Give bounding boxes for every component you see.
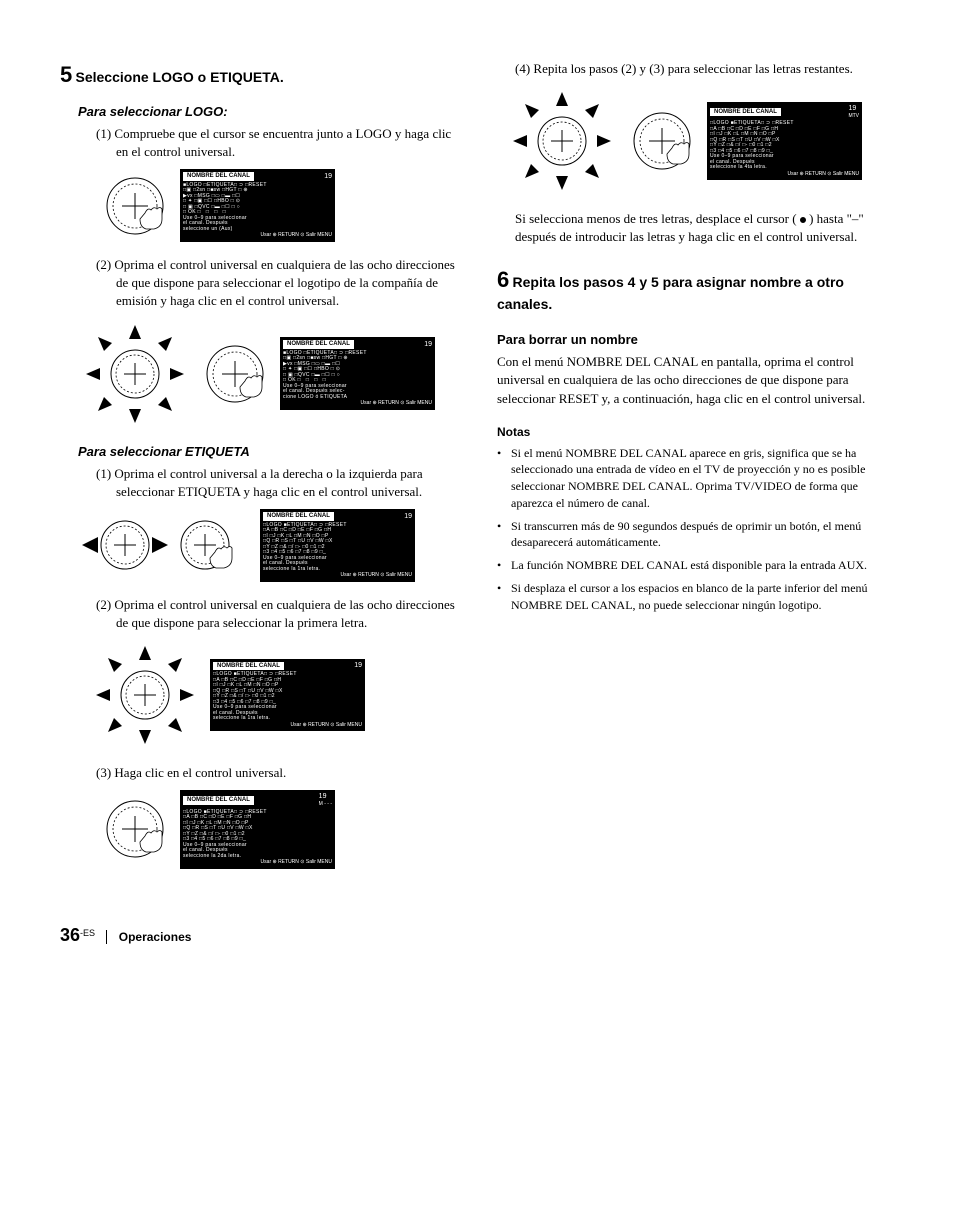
figure-etiq4: NOMBRE DEL CANAL19MTV □LOGO ■ETIQUETA□ ⊃… — [507, 86, 894, 196]
step5-title: Seleccione LOGO o ETIQUETA. — [76, 69, 284, 85]
section-name: Operaciones — [119, 930, 192, 944]
step5-heading: 5 Seleccione LOGO o ETIQUETA. — [60, 60, 457, 91]
less-than-three: Si selecciona menos de tres letras, desp… — [497, 210, 894, 246]
page-number: 36 — [60, 925, 80, 945]
remote-direction-icon — [507, 86, 617, 196]
erase-head: Para borrar un nombre — [497, 331, 894, 349]
osd-etiq2: NOMBRE DEL CANAL19 □LOGO ■ETIQUETA□ ⊃ □R… — [210, 659, 365, 732]
remote-click-icon — [100, 171, 170, 241]
remote-direction-icon — [80, 319, 190, 429]
figure-etiq3: NOMBRE DEL CANAL19M - - - □LOGO ■ETIQUET… — [100, 790, 457, 868]
osd-etiq1: NOMBRE DEL CANAL19 □LOGO ■ETIQUETA□ ⊃ □R… — [260, 509, 415, 582]
figure-logo1: NOMBRE DEL CANAL19 ■LOGO □ETIQUETA□ ⊃ □R… — [100, 169, 457, 242]
etiq-step4: (4) Repita los pasos (2) y (3) para sele… — [497, 60, 894, 78]
step6-heading: 6 Repita los pasos 4 y 5 para asignar no… — [497, 265, 894, 315]
figure-etiq1: NOMBRE DEL CANAL19 □LOGO ■ETIQUETA□ ⊃ □R… — [80, 509, 457, 582]
etiq-step3: (3) Haga clic en el control universal. — [78, 764, 457, 782]
step6-number: 6 — [497, 265, 509, 296]
remote-click-icon — [100, 794, 170, 864]
logo-step2: (2) Oprima el control universal en cualq… — [78, 256, 457, 311]
right-column: (4) Repita los pasos (2) y (3) para sele… — [497, 60, 894, 883]
page-footer: 36-ES Operaciones — [60, 923, 894, 948]
figure-logo2: NOMBRE DEL CANAL19 ■LOGO □ETIQUETA□ ⊃ □R… — [80, 319, 457, 429]
figure-etiq2: NOMBRE DEL CANAL19 □LOGO ■ETIQUETA□ ⊃ □R… — [90, 640, 457, 750]
notes-list: Si el menú NOMBRE DEL CANAL aparece en g… — [497, 445, 894, 614]
note-item: Si el menú NOMBRE DEL CANAL aparece en g… — [497, 445, 894, 512]
remote-click-icon — [627, 106, 697, 176]
note-item: La función NOMBRE DEL CANAL está disponi… — [497, 557, 894, 574]
note-item: Si desplaza el cursor a los espacios en … — [497, 580, 894, 614]
note-item: Si transcurren más de 90 segundos despué… — [497, 518, 894, 552]
notes-head: Notas — [497, 424, 894, 441]
erase-para: Con el menú NOMBRE DEL CANAL en pantalla… — [497, 353, 894, 408]
osd-logo1: NOMBRE DEL CANAL19 ■LOGO □ETIQUETA□ ⊃ □R… — [180, 169, 335, 242]
remote-direction-icon — [90, 640, 200, 750]
osd-etiq3: NOMBRE DEL CANAL19M - - - □LOGO ■ETIQUET… — [180, 790, 335, 868]
etiq-step1: (1) Oprima el control universal a la der… — [78, 465, 457, 501]
step6-title: Repita los pasos 4 y 5 para asignar nomb… — [497, 274, 844, 313]
osd-logo2: NOMBRE DEL CANAL19 ■LOGO □ETIQUETA□ ⊃ □R… — [280, 337, 435, 410]
osd-etiq4: NOMBRE DEL CANAL19MTV □LOGO ■ETIQUETA□ ⊃… — [707, 102, 862, 180]
logo-subhead: Para seleccionar LOGO: — [78, 103, 457, 121]
logo-step1: (1) Compruebe que el cursor se encuentra… — [78, 125, 457, 161]
remote-lr-icon — [80, 510, 250, 580]
left-column: 5 Seleccione LOGO o ETIQUETA. Para selec… — [60, 60, 457, 883]
step5-number: 5 — [60, 60, 72, 91]
page-suffix: -ES — [80, 928, 95, 938]
page-columns: 5 Seleccione LOGO o ETIQUETA. Para selec… — [60, 60, 894, 883]
remote-click-icon — [200, 339, 270, 409]
etiq-step2: (2) Oprima el control universal en cualq… — [78, 596, 457, 632]
footer-divider — [106, 930, 107, 944]
etiq-subhead: Para seleccionar ETIQUETA — [78, 443, 457, 461]
